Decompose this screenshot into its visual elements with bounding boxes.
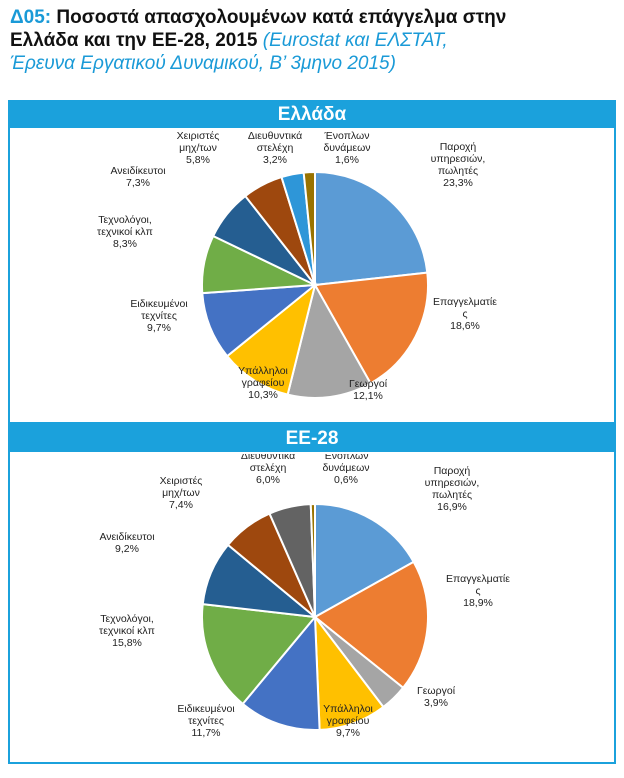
- slice-label-επαγγελματίε-ς: Επαγγελματίε ς 18,6%: [433, 296, 497, 332]
- slice-label-ανειδίκευτοι: Ανειδίκευτοι 9,2%: [99, 531, 155, 555]
- panel-eu28: ΕΕ-28 Παροχή υπηρεσιών, πωλητές 16,9% Επαγγε…: [8, 424, 616, 764]
- slice-label-χειριστές-μηχ-των: Χειριστές μηχ/των 7,4%: [160, 475, 203, 511]
- pie-slice-ένοπλων-δυνάμεων: [309, 502, 316, 618]
- slice-label-διευθυντικά-στελέχη: Διευθυντικά στελέχη 6,0%: [241, 454, 295, 486]
- pie-slice-παροχή-υπηρεσιών-πωλητές: [314, 170, 429, 287]
- slice-label-ανειδίκευτοι: Ανειδίκευτοι 7,3%: [110, 165, 166, 189]
- slice-label-επαγγελματίε-ς: Επαγγελματίε ς 18,9%: [446, 573, 510, 609]
- pie-slice-παροχή-υπηρεσιών-πωλητές: [314, 502, 415, 619]
- panel-eu28-title: ΕΕ-28: [10, 426, 614, 452]
- pie-slice-ένοπλων-δυνάμεων: [302, 170, 316, 286]
- pie-slice-τεχνολόγοι-τεχνικοί-κλπ: [201, 602, 317, 706]
- panel-greece-title: Ελλάδα: [10, 102, 614, 128]
- slice-label-γεωργοί: Γεωργοί 3,9%: [417, 685, 456, 709]
- pie-chart-eu28: Παροχή υπηρεσιών, πωλητές 16,9% Επαγγελματίε…: [99, 454, 510, 739]
- figure-title: Δ05: Ποσοστά απασχολουμένων κατά επάγγελ…: [10, 6, 614, 75]
- figure-code: Δ05:: [10, 7, 52, 28]
- panel-greece: Ελλάδα Παροχή υπηρεσιών, πωλητές 23,3% Επαγγ…: [8, 100, 616, 424]
- slice-label-τεχνολόγοι-τεχνικοί-κλπ: Τεχνολόγοι, τεχνικοί κλπ 8,3%: [97, 214, 153, 250]
- slice-label-ειδικευμένοι-τεχνίτες: Ειδικευμένοι τεχνίτες 11,7%: [177, 703, 235, 739]
- slice-label-χειριστές-μηχ-των: Χειριστές μηχ/των 5,8%: [177, 130, 220, 166]
- pie-slice-επαγγελματίε-ς: [313, 560, 429, 690]
- slice-label-παροχή-υπηρεσιών-πωλητές: Παροχή υπηρεσιών, πωλητές 16,9%: [425, 465, 480, 513]
- slice-label-τεχνολόγοι-τεχνικοί-κλπ: Τεχνολόγοι, τεχνικοί κλπ 15,8%: [99, 613, 155, 649]
- slice-label-γεωργοί: Γεωργοί 12,1%: [349, 378, 388, 402]
- slice-label-ειδικευμένοι-τεχνίτες: Ειδικευμένοι τεχνίτες 9,7%: [130, 298, 188, 334]
- slice-label-παροχή-υπηρεσιών-πωλητές: Παροχή υπηρεσιών, πωλητές 23,3%: [431, 141, 486, 189]
- slice-label-υπάλληλοι-γραφείου: Υπάλληλοι γραφείου 10,3%: [238, 365, 288, 401]
- title-line-2: Ελλάδα και την ΕΕ-28, 2015: [10, 30, 258, 51]
- source-line-1: (Eurostat και ΕΛΣΤΑΤ,: [262, 30, 448, 51]
- title-line-1: Ποσοστά απασχολουμένων κατά επάγγελμα στ…: [56, 7, 507, 28]
- slice-label-ένοπλων-δυνάμεων: Ένοπλων δυνάμεων 1,6%: [323, 130, 370, 166]
- pie-slice-επαγγελματίε-ς: [313, 271, 429, 385]
- slice-label-ένοπλων-δυνάμεων: Ένοπλων δυνάμεων 0,6%: [322, 454, 369, 486]
- slice-label-υπάλληλοι-γραφείου: Υπάλληλοι γραφείου 9,7%: [323, 703, 373, 739]
- pie-chart-greece: Παροχή υπηρεσιών, πωλητές 23,3% Επαγγελματίε…: [97, 130, 497, 402]
- pie-slice-ειδικευμένοι-τεχνίτες: [241, 614, 321, 731]
- slice-label-διευθυντικά-στελέχη: Διευθυντικά στελέχη 3,2%: [248, 130, 302, 166]
- pie-slice-υπάλληλοι-γραφείου: [225, 282, 317, 396]
- source-line-2: Έρευνα Εργατικού Δυναμικού, Β’ 3μηνο 201…: [10, 53, 396, 74]
